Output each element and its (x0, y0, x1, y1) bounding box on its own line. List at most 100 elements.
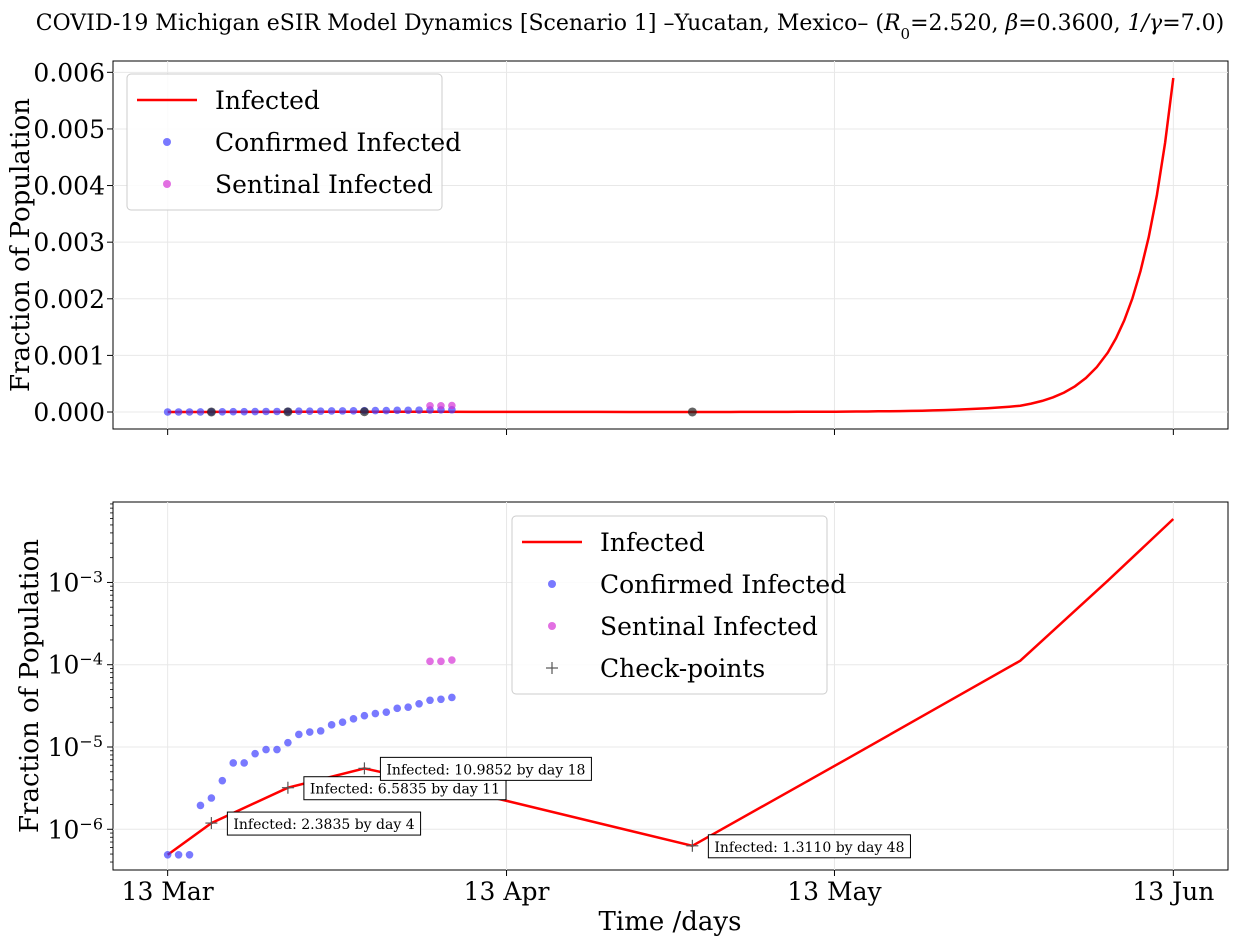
x-tick-label: 13 Mar (122, 877, 214, 906)
checkpoint-annotation: Infected: 6.5835 by day 11 (303, 776, 507, 801)
y-tick-label: 0.001 (33, 341, 105, 370)
y-tick-label: 0.002 (33, 285, 105, 314)
confirmed-infected-point (295, 407, 303, 416)
checkpoint-annotation: Infected: 2.3835 by day 4 (226, 811, 422, 836)
top-panel: 0.000 0.001 0.002 0.003 0.004 0.005 0.006 Frac… (6, 58, 1229, 435)
confirmed-infected-point (371, 406, 380, 415)
y-tick-label: 0.005 (33, 115, 105, 144)
confirmed-infected-point (404, 406, 412, 415)
annotation-box (379, 756, 592, 781)
legend-item: Sentinal Infected (163, 170, 433, 199)
legend-confirmed-swatch (163, 138, 171, 146)
confirmed-infected-point (316, 407, 325, 415)
confirmed-infected-point (338, 407, 347, 415)
legend-item: Sentinal Infected (548, 612, 818, 641)
confirmed-infected-point (240, 759, 248, 767)
confirmed-infected-point (185, 850, 194, 859)
annotation-text: Infected: 10.9852 by day 18 (386, 762, 585, 778)
sentinal-infected-point (426, 401, 434, 410)
confirmed-infected-point (382, 406, 391, 415)
legend-box (126, 73, 443, 211)
confirmed-infected-point (163, 408, 172, 416)
confirmed-infected-point (305, 728, 314, 736)
confirmed-infected-point (218, 407, 227, 416)
annotation-text: Infected: 6.5835 by day 11 (310, 782, 500, 798)
top-x-ticks (167, 429, 1174, 435)
confirmed-infected-point (207, 794, 216, 802)
confirmed-infected-point (415, 700, 423, 708)
x-tick-label: 13 May (787, 877, 882, 906)
x-tick-label: 13 Jun (1132, 877, 1214, 906)
legend-sentinal-swatch (163, 180, 171, 188)
y-tick-label: 0.006 (33, 58, 105, 87)
sentinal-infected-point (437, 657, 445, 666)
chart-title: COVID-19 Michigan eSIR Model Dynamics [S… (36, 11, 1224, 43)
y-tick-label: 10−3 (48, 567, 103, 598)
checkpoint-point (686, 839, 699, 852)
checkpoint-point (687, 407, 697, 417)
legend-item: Confirmed Infected (548, 570, 846, 599)
bottom-x-ticks: 13 Mar 13 Apr 13 May 13 Jun (122, 870, 1214, 906)
title-param-value: =0.3600, (1018, 11, 1127, 36)
confirmed-infected-point (251, 749, 259, 758)
bottom-annotations: Infected: 2.3835 by day 4 Infected: 6.583… (226, 756, 911, 859)
sentinal-infected-point (426, 657, 434, 666)
legend-label: Infected (600, 528, 705, 557)
annotation-text: Infected: 2.3835 by day 4 (233, 817, 414, 833)
bottom-y-axis-label: Fraction of Population (15, 539, 45, 833)
title-param-subscript: 0 (901, 25, 911, 43)
legend-label: Check-points (600, 654, 765, 683)
annotation-text: Infected: 1.3110 by day 48 (714, 840, 904, 856)
legend-sentinal-swatch (548, 622, 556, 630)
confirmed-infected-point (262, 407, 270, 416)
legend-item: Check-points (546, 654, 765, 683)
checkpoint-point (358, 762, 371, 775)
confirmed-infected-point (240, 407, 248, 416)
checkpoint-annotation: Infected: 1.3110 by day 48 (707, 834, 911, 859)
y-tick-label: 10−6 (48, 814, 103, 845)
annotation-box (707, 834, 911, 859)
confirmed-infected-point (316, 727, 325, 735)
legend-label: Confirmed Infected (600, 570, 846, 599)
top-plot-frame (112, 60, 1229, 430)
confirmed-infected-point (349, 715, 358, 723)
top-y-ticks: 0.000 0.001 0.002 0.003 0.004 0.005 0.006 (33, 58, 113, 427)
title-param-value: =2.520, (910, 11, 1005, 36)
bottom-legend: Infected Confirmed Infected Sentinal Infec… (511, 515, 846, 695)
confirmed-infected-point (284, 738, 292, 747)
confirmed-infected-point (393, 406, 402, 415)
y-tick-label: 10−5 (48, 732, 103, 763)
bottom-series (163, 518, 1175, 859)
confirmed-infected-point (426, 696, 434, 705)
confirmed-infected-point (251, 407, 259, 416)
y-tick-label: 10−4 (48, 649, 103, 680)
bottom-plot-frame (112, 501, 1229, 871)
legend-item: Infected (522, 528, 705, 557)
confirmed-infected-point (371, 709, 380, 718)
x-tick-label: 13 Apr (464, 877, 550, 906)
legend-label: Confirmed Infected (215, 128, 461, 157)
legend-item: Infected (137, 86, 320, 115)
confirmed-infected-point (404, 703, 412, 711)
title-param-symbol: β (1005, 11, 1019, 36)
legend-confirmed-swatch (548, 580, 556, 588)
confirmed-infected-point (218, 776, 227, 785)
legend-label: Infected (215, 86, 320, 115)
confirmed-infected-point (349, 406, 358, 415)
confirmed-infected-point (338, 718, 347, 727)
legend-item: Confirmed Infected (163, 128, 461, 157)
y-tick-label: 0.003 (33, 228, 105, 257)
legend-label: Sentinal Infected (600, 612, 818, 641)
confirmed-infected-point (295, 730, 303, 739)
chart-title-main: COVID-19 Michigan eSIR Model Dynamics [S… (36, 11, 884, 36)
top-legend: Infected Confirmed Infected Sentinal Infec… (126, 73, 461, 211)
confirmed-infected-point (185, 408, 194, 416)
sentinal-infected-point (448, 656, 456, 664)
confirmed-infected-point (273, 407, 281, 416)
title-param-value: =7.0) (1162, 11, 1224, 36)
confirmed-infected-point (382, 708, 391, 716)
y-tick-label: 0.004 (33, 172, 105, 201)
confirmed-infected-point (448, 693, 456, 702)
x-axis-label: Time /days (599, 907, 742, 937)
y-tick-label: 0.000 (33, 398, 105, 427)
